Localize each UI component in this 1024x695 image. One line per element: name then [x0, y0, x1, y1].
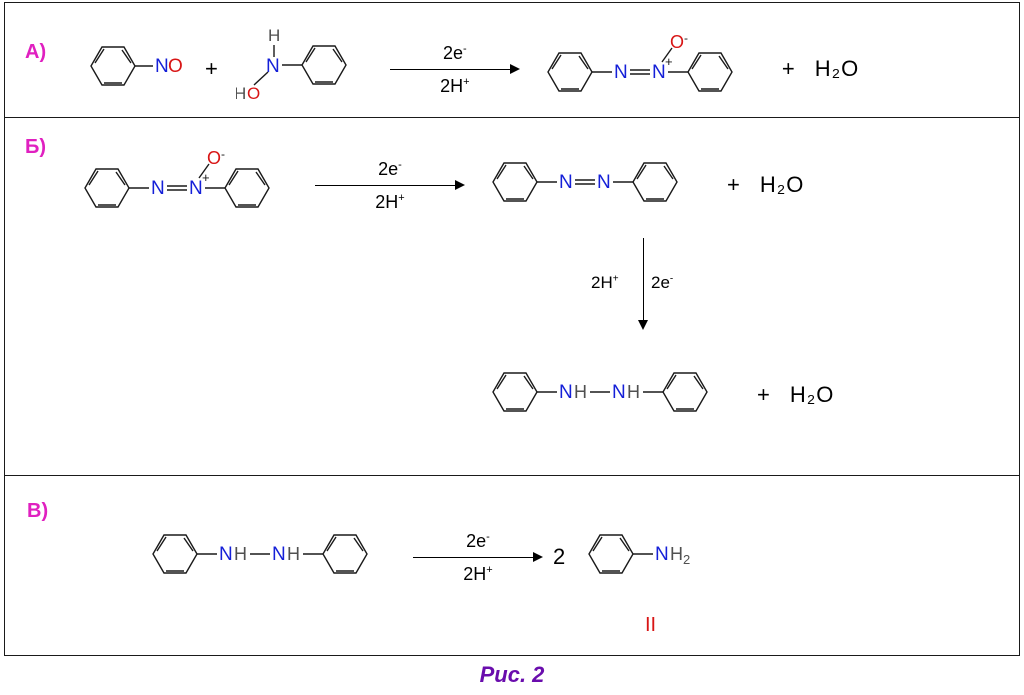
- reaction-b2: N H N H + H₂O: [475, 362, 840, 427]
- svg-text:N: N: [189, 178, 203, 199]
- aniline: N H 2: [571, 524, 709, 589]
- hydrazobenzene-b: N H N H: [475, 362, 743, 427]
- panel-c: В) N H N: [5, 476, 1019, 657]
- reaction-a: N O + H N H O: [73, 27, 865, 110]
- h2o-b1: H₂O: [754, 172, 811, 198]
- svg-text:N: N: [655, 544, 669, 565]
- svg-text:H: H: [574, 382, 587, 402]
- azoxybenzene-a: N N + O -: [530, 30, 768, 107]
- phenylhydroxylamine: H N H O: [232, 27, 380, 110]
- figure-border: А) N O +: [4, 2, 1020, 656]
- azoxybenzene-b: N N + O -: [67, 146, 305, 223]
- h2o-a: H₂O: [809, 56, 866, 82]
- svg-text:O: O: [670, 32, 684, 52]
- svg-text:H: H: [234, 544, 247, 564]
- plus-b1: +: [713, 172, 754, 198]
- svg-text:H: H: [268, 27, 280, 45]
- svg-text:N: N: [597, 172, 611, 193]
- plus-b2: +: [743, 382, 784, 408]
- svg-text:N: N: [272, 544, 286, 565]
- arrow-b-vertical: 2H+ 2e-: [613, 238, 673, 330]
- svg-text:H: H: [670, 544, 683, 564]
- panel-a: А) N O +: [5, 3, 1019, 118]
- h2o-b2: H₂O: [784, 382, 841, 408]
- hydrazobenzene-c: N H N H: [135, 524, 403, 589]
- svg-text:N: N: [219, 544, 233, 565]
- svg-text:N: N: [559, 382, 573, 403]
- svg-text:N: N: [151, 178, 165, 199]
- svg-text:-: -: [684, 31, 688, 45]
- svg-text:O: O: [168, 56, 183, 77]
- nitrosobenzene: N O: [73, 36, 191, 101]
- svg-text:O: O: [207, 148, 221, 168]
- reaction-b1: N N + O -: [67, 146, 810, 223]
- svg-text:N: N: [559, 172, 573, 193]
- compound-label-ii: II: [645, 614, 656, 637]
- svg-text:N: N: [155, 56, 169, 77]
- arrow-a: 2e- 2H+: [390, 39, 520, 99]
- svg-text:O: O: [247, 84, 260, 103]
- figure-caption: Рис. 2: [0, 662, 1024, 688]
- svg-text:2: 2: [683, 552, 690, 567]
- reaction-c: N H N H: [135, 524, 709, 589]
- arrow-b1: 2e- 2H+: [315, 155, 465, 215]
- plus-2: +: [768, 56, 809, 82]
- panel-a-label: А): [25, 41, 46, 64]
- svg-text:H: H: [236, 84, 246, 103]
- arrow-c: 2e- 2H+: [413, 527, 543, 587]
- coef-2: 2: [553, 544, 571, 570]
- svg-text:H: H: [287, 544, 300, 564]
- panel-b-label: Б): [25, 136, 46, 159]
- svg-text:N: N: [612, 382, 626, 403]
- azobenzene: N N: [475, 152, 713, 217]
- svg-text:N: N: [614, 62, 628, 83]
- svg-text:-: -: [221, 147, 225, 161]
- panel-b: Б) N N +: [5, 118, 1019, 476]
- panel-c-label: В): [27, 500, 48, 523]
- plus-1: +: [191, 56, 232, 82]
- svg-text:H: H: [627, 382, 640, 402]
- svg-text:N: N: [266, 56, 280, 77]
- svg-text:N: N: [652, 62, 666, 83]
